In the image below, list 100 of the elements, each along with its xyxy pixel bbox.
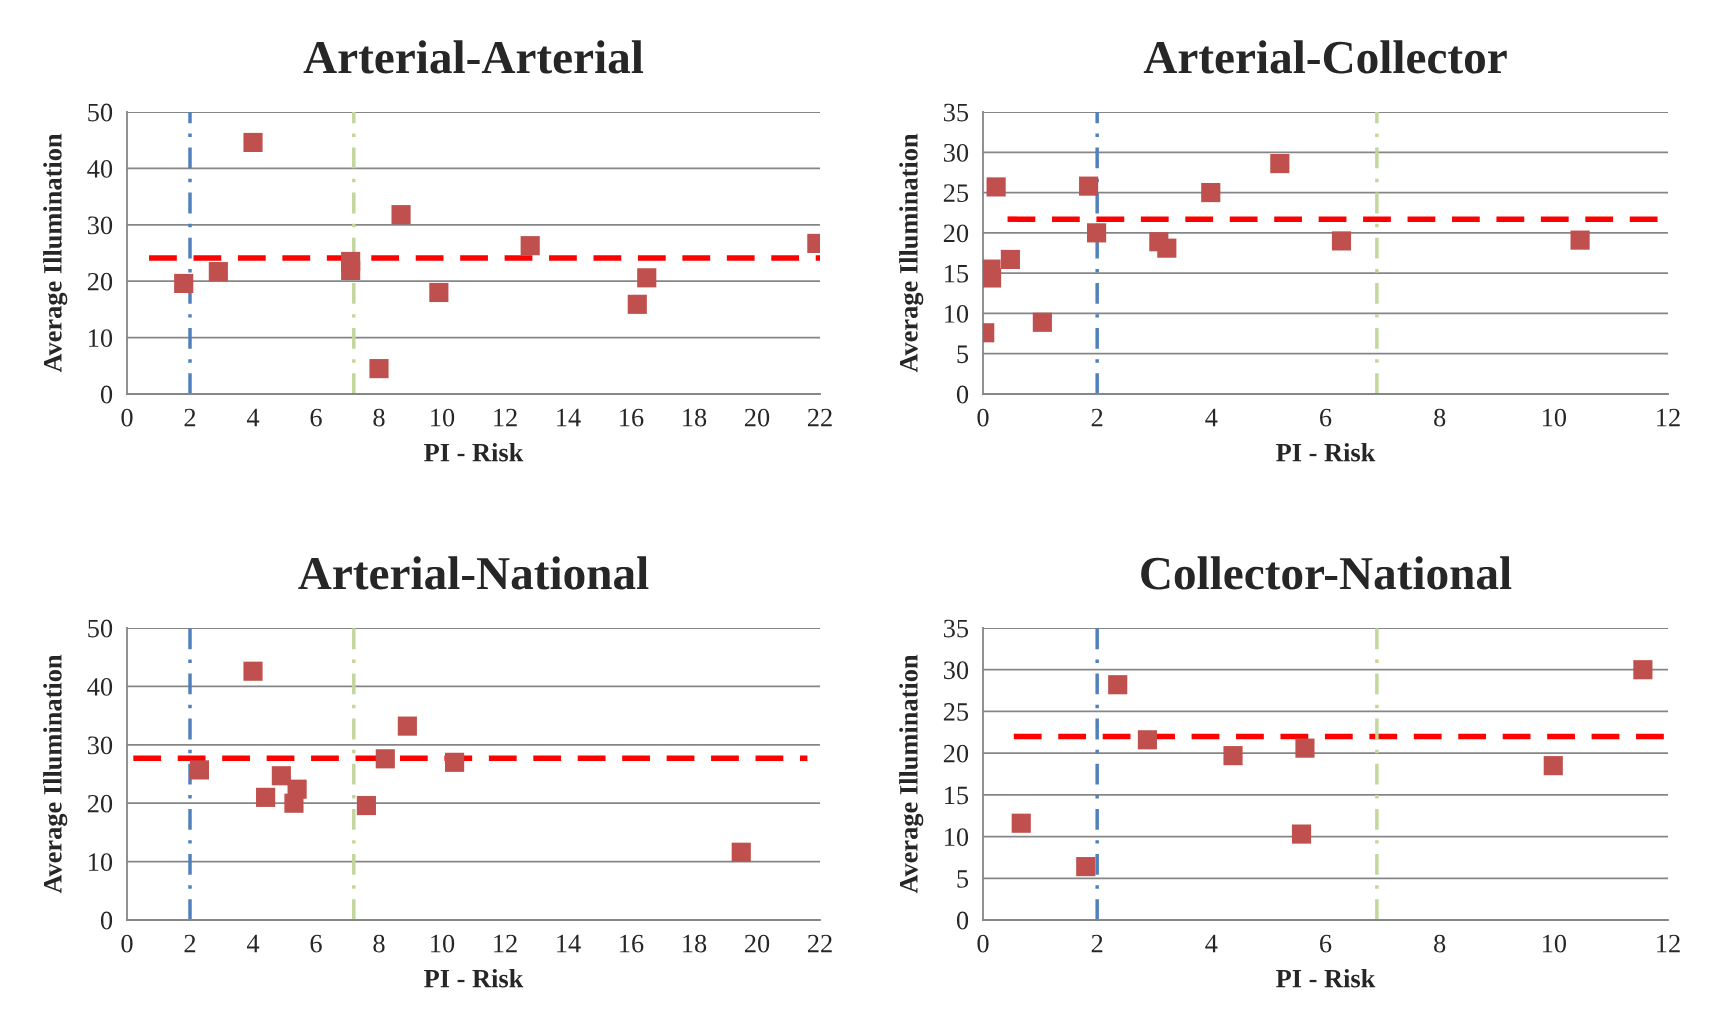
point (243, 132, 263, 153)
y-tick-label: 35 (943, 619, 969, 638)
x-tick-label: 4 (246, 934, 260, 953)
point (1331, 231, 1352, 251)
x-tick-label: 2 (1091, 934, 1103, 953)
x-tick-label: 0 (977, 934, 989, 953)
y-tick-label: 30 (943, 143, 969, 162)
x-tick-label: 0 (121, 934, 133, 953)
x-tick-label: 10 (431, 934, 455, 953)
y-axis-title: Average Illumination (899, 654, 924, 894)
point (375, 749, 395, 769)
x-tick-label: 6 (310, 934, 322, 953)
point (397, 716, 417, 736)
y-axis-title: Average Illumination (899, 133, 924, 373)
point (1108, 675, 1128, 695)
x-tick-label: 18 (683, 408, 707, 427)
y-tick-label: 40 (87, 160, 113, 178)
y-tick-label: 30 (87, 216, 113, 235)
y-tick-label: 10 (89, 853, 113, 872)
chart-title: Collector-National (1141, 556, 1512, 590)
x-tick-label: 6 (1320, 408, 1332, 427)
x-tick-label: 16 (620, 408, 644, 427)
point (1000, 249, 1020, 270)
y-tick-label: 0 (956, 911, 969, 930)
x-axis-title: PI - Risk (1276, 442, 1376, 462)
y-tick-label: 10 (89, 329, 113, 348)
y-tick-label: 30 (87, 736, 113, 755)
x-axis-title: PI - Risk (424, 442, 524, 462)
point (731, 842, 751, 862)
x-tick-label: 8 (373, 934, 385, 953)
x-tick-label: 8 (1434, 934, 1446, 953)
y-tick-label: 20 (943, 744, 969, 763)
point (174, 273, 194, 294)
x-tick-label: 22 (807, 934, 832, 953)
x-tick-label: 6 (1320, 934, 1332, 953)
y-tick-label: 25 (943, 184, 969, 202)
y-tick-label: 15 (945, 264, 969, 283)
chart-title: Arterial-Collector (1143, 40, 1507, 74)
x-tick-label: 20 (744, 934, 770, 953)
point (1137, 730, 1157, 750)
y-tick-label: 5 (957, 345, 969, 364)
y-tick-label: 0 (956, 385, 969, 404)
y-tick-label: 50 (88, 103, 113, 122)
y-tick-label: 20 (87, 794, 113, 813)
point (1087, 223, 1107, 243)
x-axis-title: PI - Risk (1276, 968, 1376, 988)
x-tick-label: 12 (1657, 408, 1680, 427)
x-tick-label: 16 (620, 934, 644, 953)
point (1633, 660, 1653, 680)
point (983, 268, 1002, 288)
y-tick-label: 20 (87, 272, 113, 291)
point (369, 359, 389, 379)
x-tick-label: 22 (807, 408, 832, 427)
x-tick-label: 14 (557, 934, 581, 953)
x-tick-label: 10 (1542, 934, 1567, 953)
point (520, 236, 540, 256)
point (429, 282, 449, 303)
y-tick-label: 10 (945, 828, 969, 846)
point (1270, 153, 1290, 174)
point (445, 752, 465, 772)
point (1223, 746, 1243, 766)
x-axis-title: PI - Risk (424, 968, 524, 988)
point (1543, 756, 1563, 776)
point (208, 262, 228, 282)
x-tick-label: 2 (184, 934, 196, 953)
x-tick-label: 2 (1091, 408, 1103, 427)
point (1570, 230, 1590, 250)
x-tick-label: 12 (494, 934, 517, 953)
chart-title: Arterial-National (298, 556, 649, 590)
point (1076, 857, 1096, 877)
point (986, 177, 1006, 197)
point (256, 787, 276, 807)
point (271, 766, 291, 786)
x-tick-label: 10 (431, 408, 455, 427)
y-tick-label: 50 (88, 619, 113, 638)
point (1201, 183, 1221, 203)
y-tick-label: 0 (100, 911, 113, 930)
x-tick-label: 14 (557, 408, 581, 427)
y-tick-label: 10 (945, 305, 969, 323)
y-tick-label: 25 (943, 703, 969, 721)
point (391, 205, 411, 225)
x-tick-label: 18 (683, 934, 707, 953)
point (627, 294, 647, 314)
x-tick-label: 2 (184, 408, 196, 427)
y-axis-title: Average Illumination (43, 654, 68, 894)
x-tick-label: 4 (1205, 934, 1218, 953)
point (1291, 824, 1312, 844)
point (341, 260, 361, 281)
y-tick-label: 0 (100, 385, 113, 404)
point (1032, 312, 1052, 332)
x-tick-label: 0 (121, 408, 133, 427)
y-tick-label: 20 (943, 224, 969, 243)
y-tick-label: 40 (87, 678, 113, 696)
point (1011, 813, 1031, 833)
y-tick-label: 35 (943, 103, 969, 122)
y-tick-label: 5 (957, 870, 969, 888)
x-tick-label: 8 (1434, 408, 1446, 427)
point (1079, 176, 1099, 196)
chart-title: Arterial-Arterial (303, 40, 644, 74)
x-tick-label: 4 (1205, 408, 1218, 427)
